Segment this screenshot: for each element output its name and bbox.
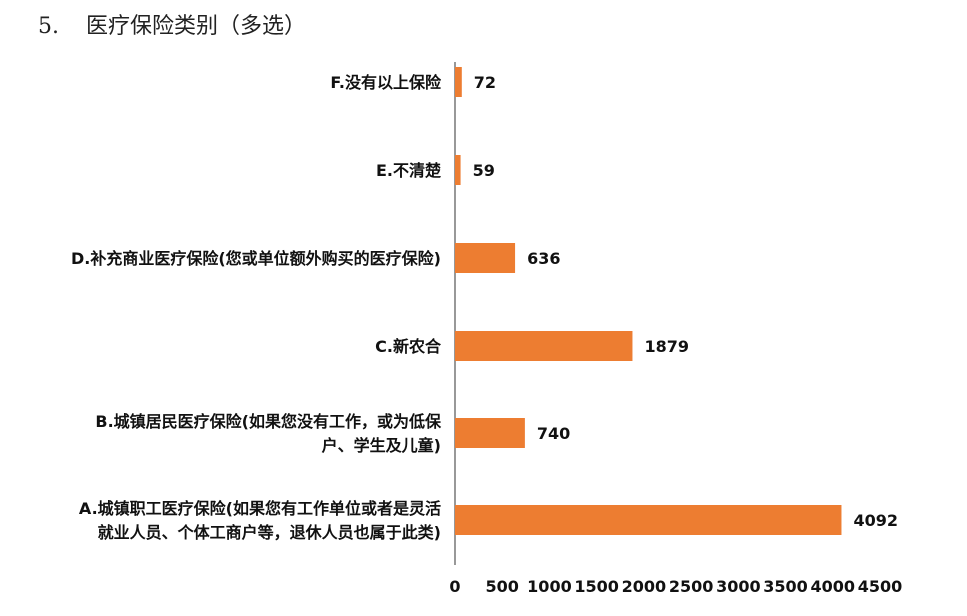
category-label: A.城镇职工医疗保险(如果您有工作单位或者是灵活	[79, 499, 441, 518]
data-label: 72	[474, 73, 496, 92]
x-tick-label: 2000	[622, 577, 667, 596]
x-tick-label: 1000	[527, 577, 572, 596]
bar	[455, 505, 842, 535]
category-label: E.不清楚	[376, 161, 442, 180]
bar	[455, 418, 525, 448]
question-heading: 5. 医疗保险类别（多选）	[38, 8, 306, 40]
data-label: 4092	[853, 511, 898, 530]
category-label: F.没有以上保险	[330, 73, 442, 92]
x-tick-label: 1500	[574, 577, 619, 596]
data-label: 59	[473, 161, 495, 180]
x-tick-label: 4500	[858, 577, 903, 596]
x-tick-label: 4000	[811, 577, 856, 596]
bar	[455, 331, 633, 361]
bar	[455, 67, 462, 97]
category-label: 就业人员、个体工商户等，退休人员也属于此类)	[98, 523, 441, 542]
x-tick-label: 3500	[763, 577, 808, 596]
question-number: 5.	[38, 14, 59, 39]
question-title: 医疗保险类别（多选）	[86, 14, 307, 39]
x-tick-label: 3000	[716, 577, 761, 596]
data-label: 740	[537, 424, 570, 443]
category-label: D.补充商业医疗保险(您或单位额外购买的医疗保险)	[71, 249, 441, 268]
x-tick-label: 500	[486, 577, 519, 596]
data-label: 1879	[644, 337, 689, 356]
category-label: 户、学生及儿童)	[322, 436, 441, 455]
data-label: 636	[527, 249, 560, 268]
x-tick-label: 0	[449, 577, 460, 596]
category-label: B.城镇居民医疗保险(如果您没有工作，或为低保	[95, 412, 442, 431]
x-tick-label: 2500	[669, 577, 714, 596]
bar	[455, 155, 461, 185]
bar	[455, 243, 516, 273]
category-label: C.新农合	[375, 337, 442, 356]
